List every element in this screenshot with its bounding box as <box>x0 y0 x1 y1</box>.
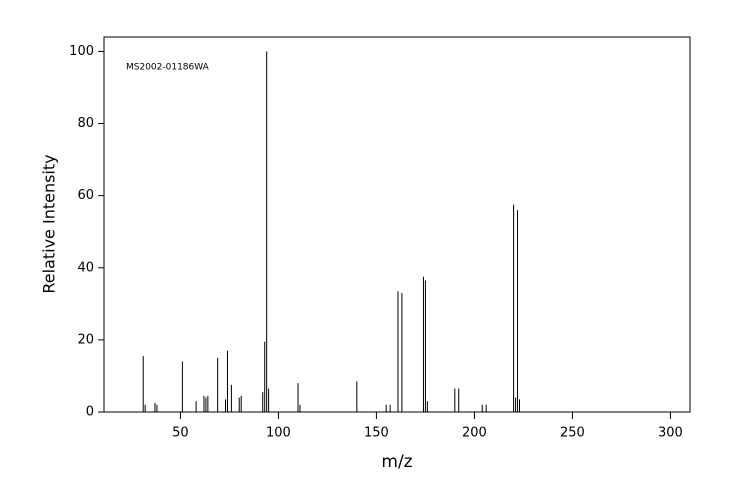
y-tick-label: 0 <box>86 405 94 420</box>
y-tick-label: 20 <box>77 332 94 347</box>
x-axis-label: m/z <box>381 452 412 472</box>
x-tick-label: 250 <box>560 426 585 441</box>
y-axis-label: Relative Intensity <box>40 154 59 293</box>
y-tick-label: 60 <box>77 188 94 203</box>
y-tick-label: 80 <box>77 116 94 131</box>
plot-frame <box>103 36 691 413</box>
x-tick-label: 150 <box>364 426 389 441</box>
y-tick-label: 100 <box>69 44 94 59</box>
x-tick-label: 300 <box>658 426 683 441</box>
x-tick-label: 100 <box>266 426 291 441</box>
y-tick-label: 40 <box>77 260 94 275</box>
x-tick-label: 200 <box>462 426 487 441</box>
x-tick-label: 50 <box>172 426 189 441</box>
annotation: MS2002-01186WA <box>126 63 210 73</box>
